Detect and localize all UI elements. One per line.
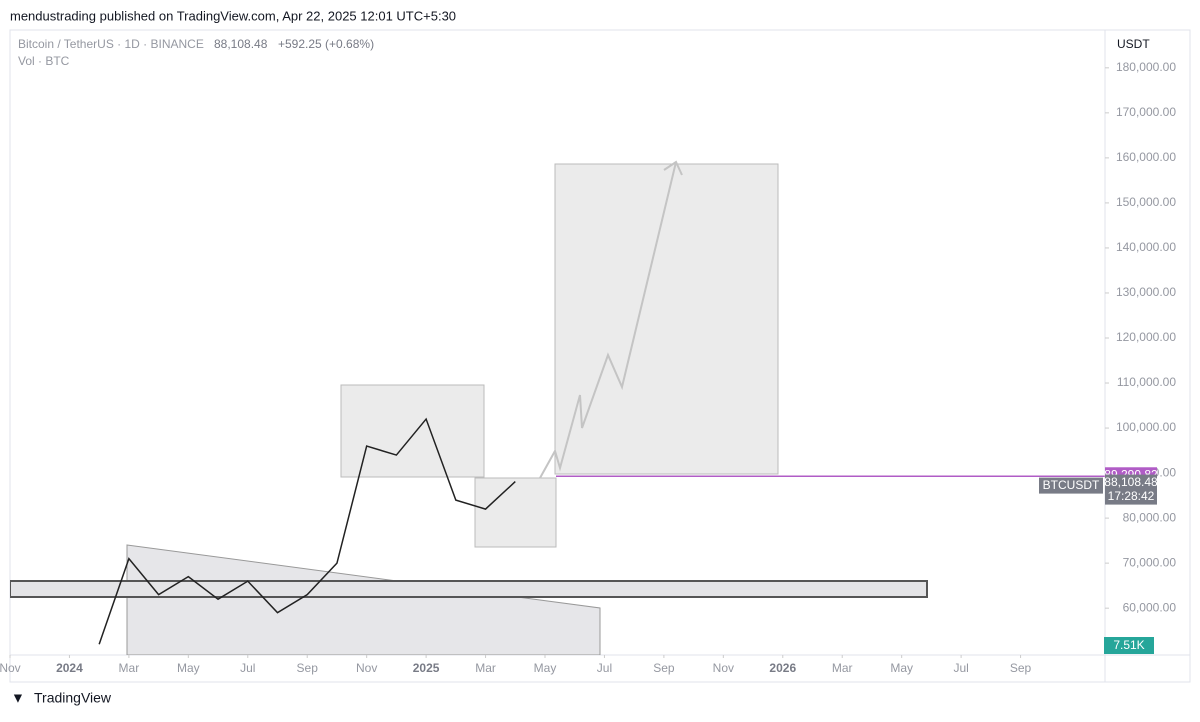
x-tick-label: Nov: [0, 661, 21, 675]
x-tick-label: Jul: [240, 661, 255, 675]
y-tick-label: 100,000.00: [1116, 420, 1176, 434]
change: +592.25 (+0.68%): [278, 37, 374, 51]
volume-last: 7.51K: [1113, 638, 1144, 652]
x-tick-label: May: [534, 661, 557, 675]
y-tick-label: 140,000.00: [1116, 240, 1176, 254]
x-tick-label: May: [890, 661, 913, 675]
footer-brand: TradingView: [34, 690, 112, 706]
currency: USDT: [1117, 37, 1150, 51]
x-tick-label: 2024: [56, 661, 83, 675]
last-badge: [1105, 474, 1157, 505]
last-price-label: 88,108.48: [1104, 475, 1158, 489]
y-tick-label: 180,000.00: [1116, 60, 1176, 74]
x-tick-label: 2026: [769, 661, 796, 675]
y-tick-label: 80,000.00: [1123, 510, 1177, 524]
countdown: 17:28:42: [1108, 489, 1155, 503]
projection: [539, 161, 677, 479]
x-tick-label: Mar: [832, 661, 853, 675]
x-tick-label: Jul: [953, 661, 968, 675]
x-tick-label: Sep: [297, 661, 319, 675]
y-tick-label: 120,000.00: [1116, 330, 1176, 344]
x-tick-label: Mar: [119, 661, 140, 675]
x-tick-label: Sep: [653, 661, 675, 675]
x-tick-label: 2025: [413, 661, 440, 675]
y-tick-label: 70,000.00: [1123, 555, 1177, 569]
price-line: [98, 417, 516, 645]
drawings: [10, 160, 928, 655]
x-tick-label: Nov: [356, 661, 377, 675]
y-tick-label: 170,000.00: [1116, 105, 1176, 119]
target-box: [554, 163, 779, 475]
volume-label: Vol · BTC: [18, 54, 70, 68]
arrow-head: [663, 160, 683, 176]
y-tick-label: 130,000.00: [1116, 285, 1176, 299]
y-tick-label: 160,000.00: [1116, 150, 1176, 164]
y-tick-label: 60,000.00: [1123, 600, 1177, 614]
symbol-label: BTCUSDT: [1043, 478, 1100, 492]
y-tick-label: 150,000.00: [1116, 195, 1176, 209]
x-tick-label: Mar: [475, 661, 496, 675]
volume-badge: [1104, 637, 1154, 654]
logo: ▼: [11, 690, 25, 706]
channel: [126, 544, 601, 655]
x-tick-label: Jul: [597, 661, 612, 675]
last-price: 88,108.48: [214, 37, 268, 51]
y-tick-label: 110,000.00: [1117, 375, 1176, 389]
frame: [9, 29, 1191, 683]
header: mendustrading published on TradingView.c…: [10, 8, 456, 23]
range-box: [340, 384, 485, 478]
symbol: Bitcoin / TetherUS · 1D · BINANCE: [18, 37, 204, 51]
support-zone: [10, 580, 928, 598]
symbol-badge: [1039, 477, 1103, 494]
x-tick-label: Nov: [713, 661, 734, 675]
x-tick-label: May: [177, 661, 200, 675]
range-box: [474, 477, 557, 548]
x-tick-label: Sep: [1010, 661, 1032, 675]
